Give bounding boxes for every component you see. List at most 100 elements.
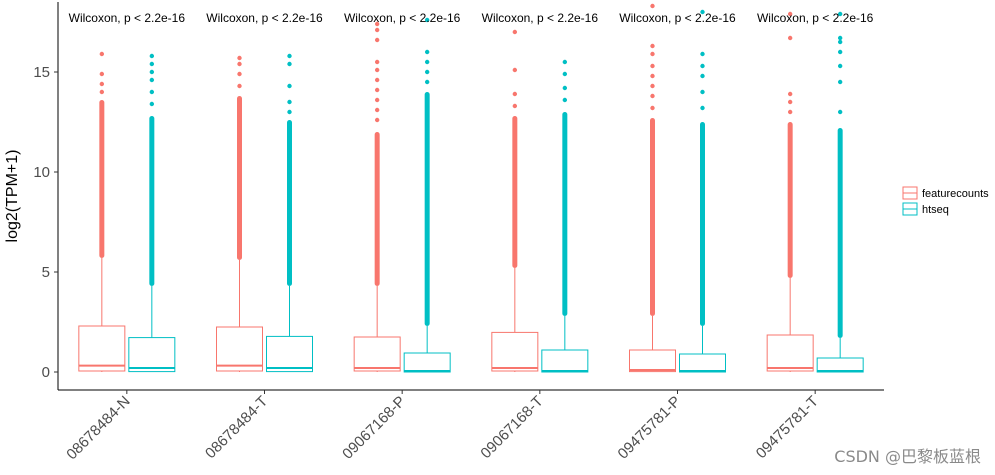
x-tick-label: 09067168-P: [339, 393, 409, 463]
outlier-point: [700, 105, 705, 111]
x-tick-label: 08678484-N: [63, 393, 133, 463]
outlier-point: [99, 71, 105, 77]
outlier-point: [650, 43, 655, 49]
annotation-layer: Wilcoxon, p < 2.2e-16 Wilcoxon, p < 2.2e-…: [69, 11, 874, 25]
outlier-point: [374, 97, 380, 103]
outlier-point: [650, 73, 655, 79]
x-axis: 08678484-N 08678484-T 09067168-P 09067168-T…: [63, 390, 822, 463]
plot-panel: [57, 2, 884, 391]
box-body: [816, 357, 864, 373]
outlier-point: [562, 97, 568, 103]
box-featurecounts-5: [766, 11, 814, 372]
outlier-point: [424, 17, 430, 23]
legend-label: featurecounts: [922, 188, 989, 200]
outlier-point: [287, 61, 292, 67]
outlier-point: [149, 89, 155, 95]
outlier-point: [512, 29, 518, 35]
box-htseq-2: [403, 17, 451, 373]
x-tick-label: 09067168-T: [477, 393, 546, 462]
outlier-band: [237, 96, 242, 260]
outlier-point: [99, 81, 105, 87]
outlier-band: [787, 122, 793, 278]
outlier-point: [562, 85, 568, 91]
outlier-point: [99, 51, 105, 57]
outlier-point: [837, 11, 843, 17]
box-body: [403, 352, 451, 373]
outlier-point: [837, 79, 843, 85]
outlier-point: [374, 21, 380, 27]
box-htseq-0: [128, 53, 176, 373]
wilcoxon-annotation: Wilcoxon, p < 2.2e-16: [482, 11, 599, 25]
outlier-band: [512, 116, 518, 268]
outlier-point: [837, 49, 843, 55]
box-body: [128, 337, 176, 373]
box-body: [629, 349, 676, 373]
box-body: [216, 326, 263, 372]
watermark: CSDN @巴黎板蓝根: [834, 447, 981, 466]
outlier-point: [374, 27, 380, 33]
box-htseq-4: [679, 9, 726, 373]
outlier-point: [562, 71, 568, 77]
y-tick-label: 5: [42, 264, 50, 281]
legend-item-htseq: htseq: [902, 202, 949, 216]
y-tick-label: 0: [42, 364, 50, 381]
x-tick-label: 08678484-T: [202, 393, 271, 462]
outlier-point: [650, 51, 655, 57]
outlier-point: [512, 91, 518, 97]
box-htseq-5: [816, 11, 864, 373]
outlier-point: [237, 55, 242, 61]
outlier-point: [700, 9, 705, 15]
outlier-point: [700, 51, 705, 57]
outlier-point: [650, 83, 655, 89]
wilcoxon-annotation: Wilcoxon, p < 2.2e-16: [757, 11, 874, 25]
outlier-point: [837, 109, 843, 115]
outlier-point: [837, 39, 843, 45]
outlier-point: [374, 59, 380, 65]
outlier-point: [374, 107, 380, 113]
outlier-point: [787, 91, 793, 97]
legend-label: htseq: [922, 204, 949, 216]
outlier-point: [787, 35, 793, 41]
outlier-band: [700, 122, 705, 326]
outlier-point: [650, 105, 655, 111]
wilcoxon-annotation: Wilcoxon, p < 2.2e-16: [69, 11, 186, 25]
outlier-point: [374, 37, 380, 43]
outlier-point: [287, 99, 292, 105]
outlier-point: [837, 35, 843, 41]
outlier-band: [149, 116, 155, 286]
outlier-point: [149, 101, 155, 107]
box-body: [266, 335, 313, 373]
wilcoxon-annotation: Wilcoxon, p < 2.2e-16: [206, 11, 323, 25]
outlier-point: [149, 69, 155, 75]
outlier-point: [237, 61, 242, 67]
outlier-point: [787, 109, 793, 115]
outlier-point: [837, 63, 843, 69]
outlier-point: [237, 83, 242, 89]
outlier-point: [149, 61, 155, 67]
outlier-point: [562, 59, 568, 65]
x-tick-label: 09475781-T: [753, 393, 822, 462]
outlier-point: [287, 83, 292, 89]
y-tick-label: 15: [33, 64, 50, 81]
outlier-band: [99, 100, 105, 258]
box-body: [491, 331, 539, 372]
box-featurecounts-1: [216, 55, 263, 372]
outlier-band: [650, 118, 655, 316]
outlier-band: [424, 92, 430, 326]
legend-item-featurecounts: featurecounts: [902, 186, 989, 200]
outlier-point: [99, 89, 105, 95]
outlier-band: [287, 120, 292, 286]
outlier-point: [700, 63, 705, 69]
outlier-band: [562, 112, 568, 316]
box-body: [353, 336, 401, 372]
box-htseq-1: [266, 53, 313, 373]
outlier-point: [149, 53, 155, 59]
outlier-point: [424, 79, 430, 85]
outlier-point: [650, 63, 655, 69]
y-axis-title: log2(TPM+1): [4, 150, 21, 243]
box-featurecounts-4: [629, 3, 676, 373]
outlier-point: [787, 11, 793, 17]
outlier-point: [237, 71, 242, 77]
outlier-point: [700, 73, 705, 79]
y-tick-label: 10: [33, 164, 50, 181]
